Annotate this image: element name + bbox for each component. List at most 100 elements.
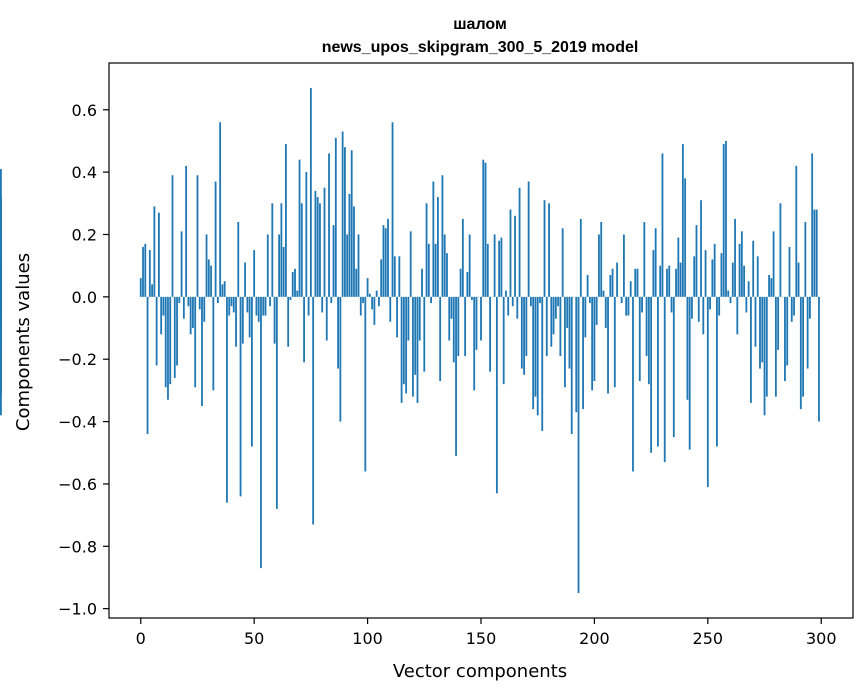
bar-273 [759,296,761,369]
bar-216 [629,281,632,297]
bar-161 [505,290,507,297]
bar-201 [595,296,598,325]
bar-57 [269,296,271,307]
bar-79 [319,203,321,297]
bar-251 [709,296,711,310]
bar-136 [448,296,451,341]
bar-263 [736,296,739,335]
bar-234 [670,296,673,313]
bar-133 [441,175,444,297]
bar-197 [586,275,589,297]
bar-117 [405,296,408,394]
bar-111 [391,122,394,297]
bar-42 [235,296,237,347]
bar-171 [527,181,530,297]
bar-268 [747,281,750,297]
bar-20 [185,165,188,297]
bar-169 [523,296,525,375]
bar-298 [815,209,818,297]
bar-70 [298,159,301,297]
y-tick-label-6: −0.6 [58,475,97,494]
bar-21 [187,296,190,307]
bar-87 [337,296,339,369]
bar-62 [280,203,283,297]
bar-98 [362,296,364,304]
bar-249 [704,250,707,297]
bar-68 [294,268,296,297]
bar-208 [611,268,614,297]
bar-158 [498,240,501,297]
bar-67 [291,271,294,297]
bar-299 [818,296,820,422]
bar-229 [659,265,662,297]
bar-232 [666,268,668,297]
bar-33 [214,181,217,297]
bar-4 [148,250,151,297]
bar-131 [437,197,439,297]
bar-233 [668,265,671,297]
bar-113 [396,296,398,338]
bar-53 [260,296,262,569]
bar-undefined [0,271,2,297]
bar-8 [158,212,160,297]
bar-276 [765,296,768,397]
bar-222 [643,222,646,297]
y-ticks: 0.6 0.4 0.2 0.0 −0.2 −0.4 −0.6 −0.8 −1.0 [58,101,109,619]
bar-84 [330,296,333,304]
bar-170 [525,296,528,357]
bar-177 [541,296,544,431]
bar-115 [400,296,403,403]
bar-194 [579,218,582,297]
bar-238 [679,262,682,297]
bar-83 [328,153,330,297]
bar-80 [321,296,324,313]
bar-165 [514,215,516,297]
bar-181 [550,296,553,347]
bar-145 [468,234,471,297]
bar-152 [484,162,487,297]
bar-64 [285,144,287,297]
bar-55 [264,296,267,316]
bar-66 [289,296,292,300]
bar-144 [466,271,469,297]
bar-173 [532,296,535,410]
x-tick-label-150: 150 [466,629,497,648]
bar-38 [226,296,228,503]
bar-14 [171,175,174,297]
bar-180 [548,203,550,297]
bar-239 [681,144,684,297]
bar-237 [677,237,680,297]
y-tick-label-7: −0.8 [58,537,97,556]
bar-1 [142,246,144,297]
bar-200 [593,296,596,382]
bar-127 [427,243,430,297]
bar-288 [793,296,795,316]
bar-93 [350,150,353,297]
bar-206 [607,296,609,394]
bar-193 [577,296,580,594]
bar-88 [339,296,342,422]
bar-294 [806,296,809,369]
bar-195 [582,296,584,410]
bar-290 [797,262,800,297]
bar-69 [296,290,299,297]
bar-190 [570,296,573,435]
bar-151 [482,159,485,297]
bar-91 [346,234,349,297]
bar-150 [480,296,482,341]
bar-29 [205,234,208,297]
bar-60 [275,296,278,509]
bar-106 [380,259,383,297]
bar-210 [616,262,618,297]
bar-186 [561,228,564,297]
bar-167 [518,187,521,297]
bar-287 [790,296,793,322]
bar-128 [430,296,432,304]
bar-243 [691,296,693,319]
bar-192 [575,296,578,413]
bar-17 [178,296,181,304]
bar-182 [552,296,555,335]
bar-123 [418,296,421,341]
chart-title-line2: news_upos_skipgram_300_5_2019 model [322,39,639,56]
